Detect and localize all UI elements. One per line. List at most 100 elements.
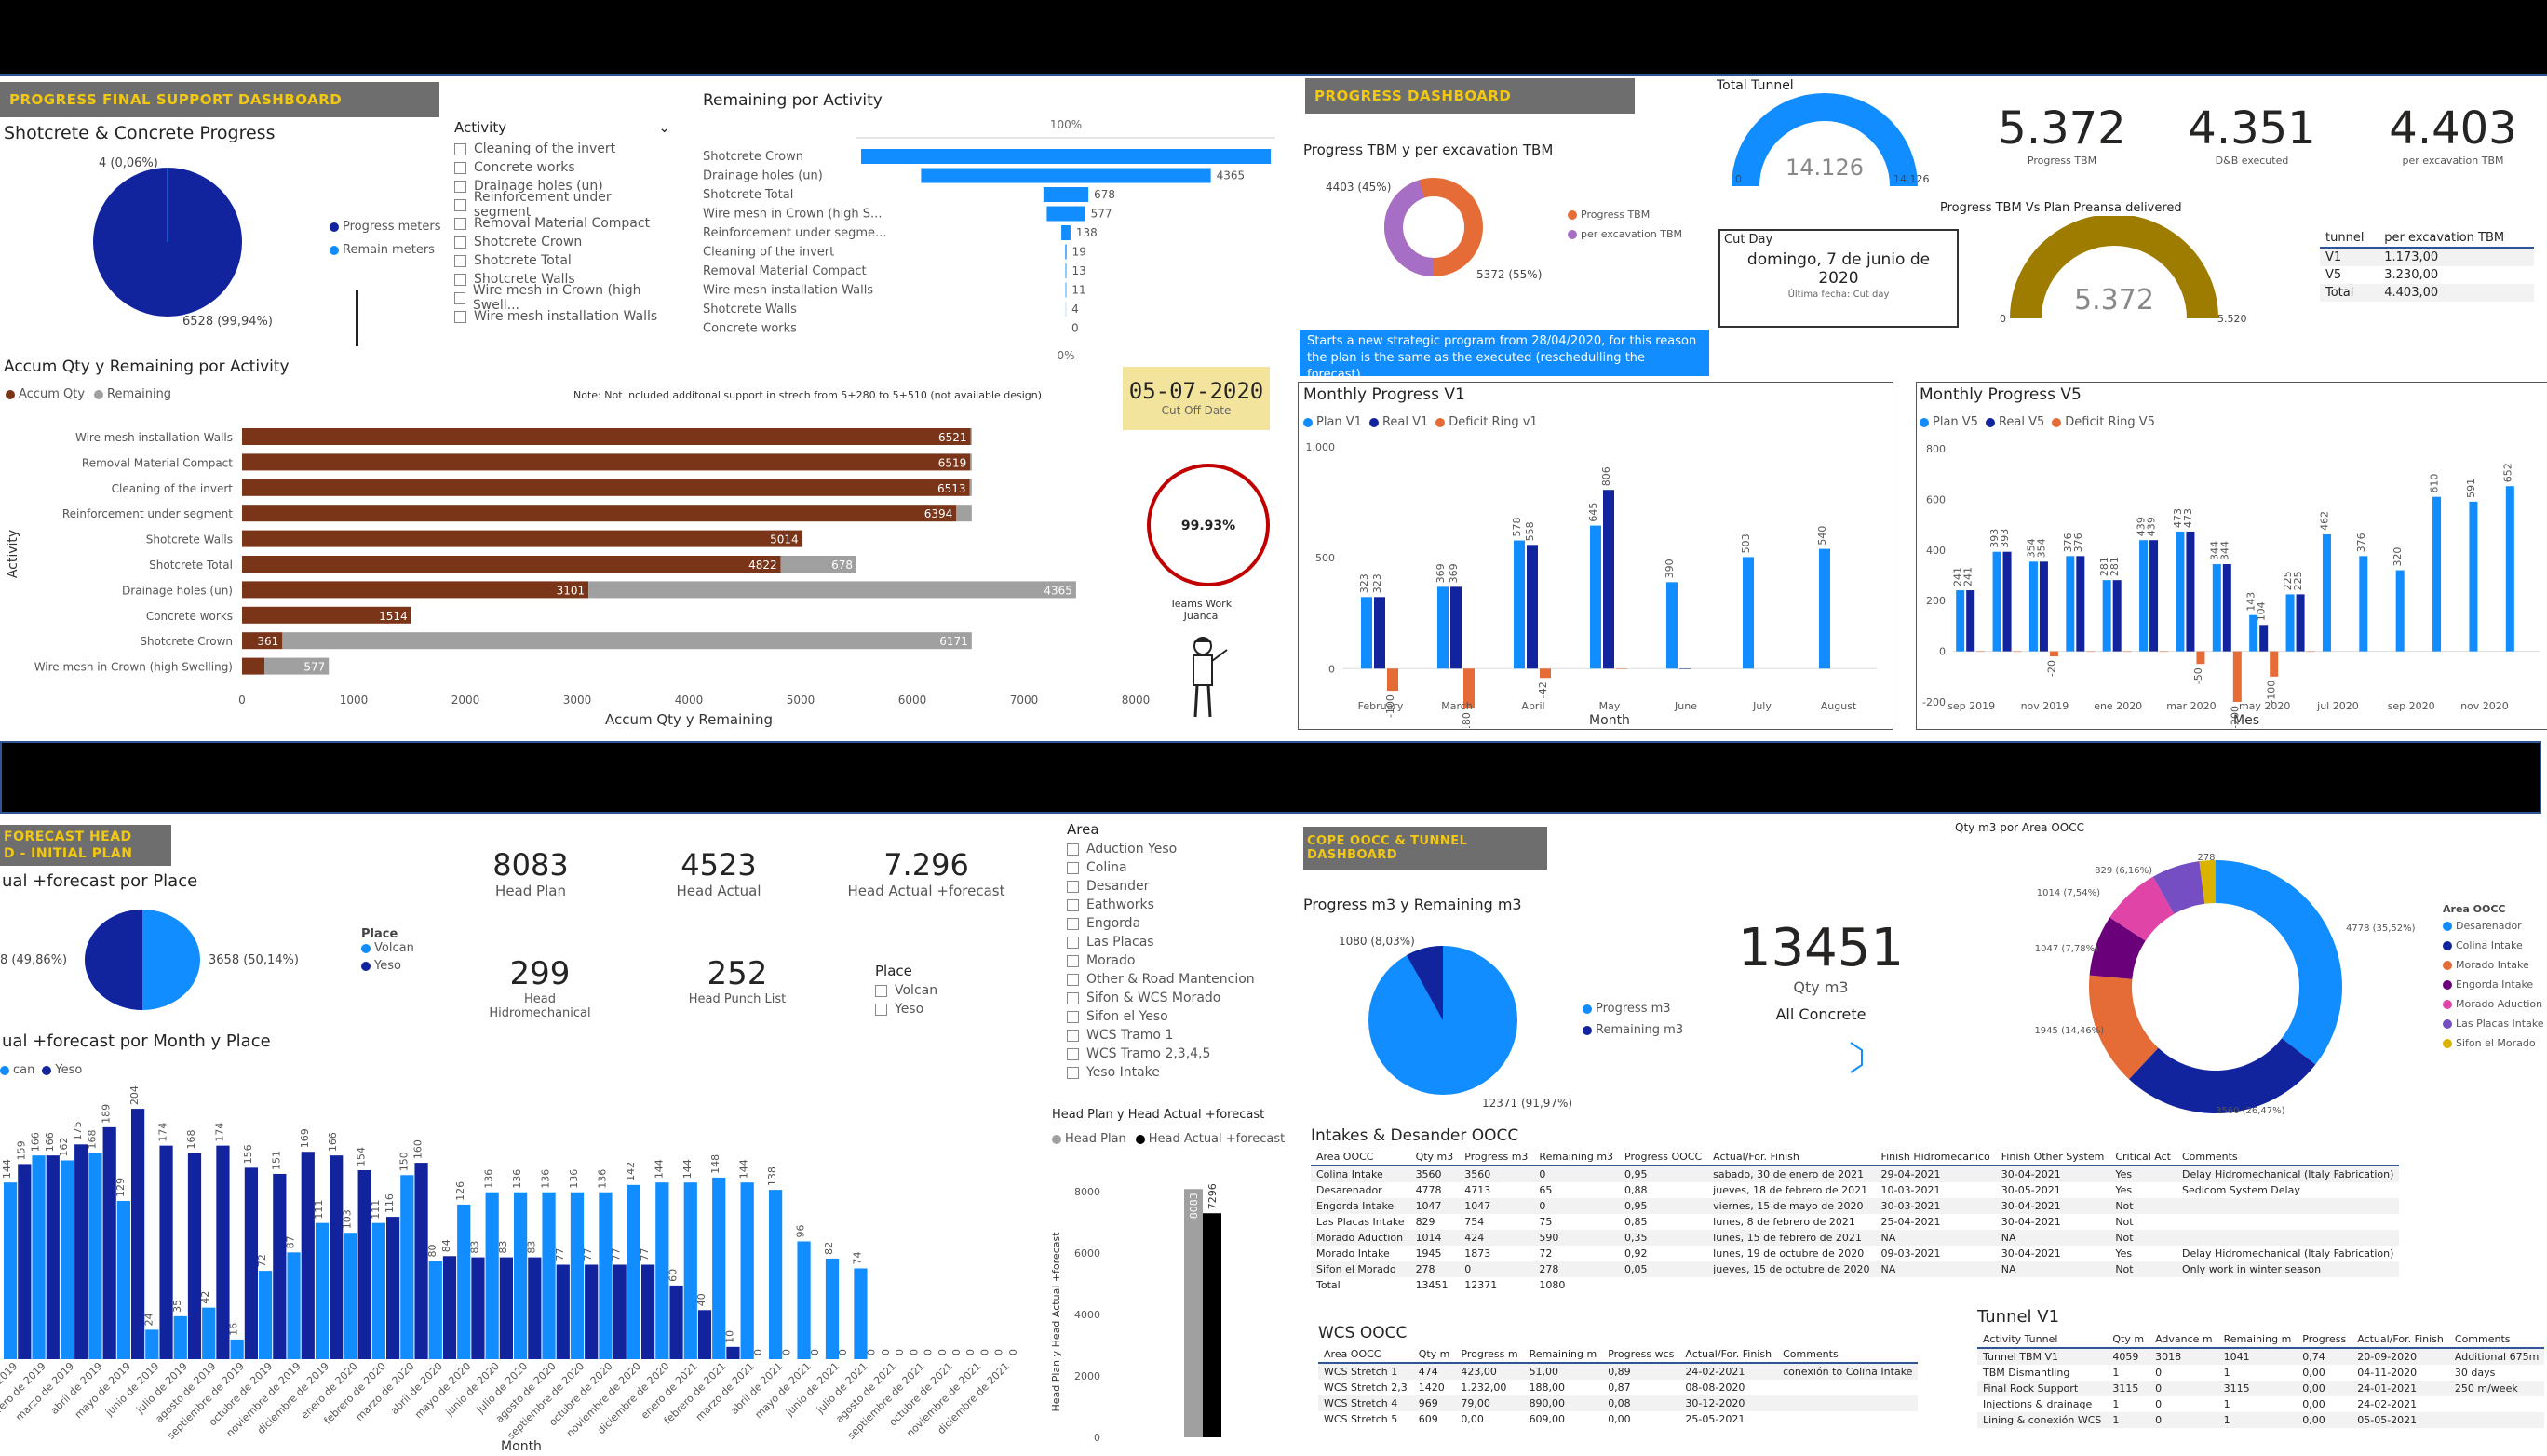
area-option[interactable]: Aduction Yeso (1067, 840, 1309, 858)
bar (655, 1182, 669, 1359)
table-header[interactable]: Finish Other System (1995, 1149, 2110, 1166)
checkbox-icon[interactable] (1067, 898, 1079, 911)
checkbox-icon[interactable] (454, 180, 466, 193)
checkbox-icon[interactable] (1067, 1029, 1079, 1042)
activity-option[interactable]: Shotcrete Crown (454, 233, 670, 251)
activity-option[interactable]: Shotcrete Walls (454, 270, 670, 289)
area-option[interactable]: Las Placas (1067, 933, 1309, 951)
area-option[interactable]: Yeso Intake (1067, 1063, 1309, 1082)
legend-deficit-v5: Deficit Ring V5 (2065, 415, 2155, 429)
activity-option[interactable]: Drainage holes (un) (454, 177, 670, 195)
checkbox-icon[interactable] (1067, 954, 1079, 967)
table-header[interactable]: tunnel (2320, 229, 2379, 249)
table-header[interactable]: Progress OOCC (1619, 1149, 1708, 1166)
area-option[interactable]: WCS Tramo 2,3,4,5 (1067, 1045, 1309, 1063)
chevron-right-icon[interactable] (1847, 1039, 1867, 1076)
checkbox-icon[interactable] (875, 984, 887, 997)
checkbox-icon[interactable] (454, 217, 466, 230)
area-option[interactable]: WCS Tramo 1 (1067, 1026, 1309, 1045)
forecast-tag-line1: FORECAST HEAD (4, 829, 132, 844)
table-header[interactable]: Advance m (2149, 1331, 2218, 1349)
checkbox-icon[interactable] (1067, 1066, 1079, 1079)
checkbox-icon[interactable] (1067, 917, 1079, 930)
bar (173, 1315, 187, 1359)
checkbox-icon[interactable] (1067, 936, 1079, 949)
checkbox-icon[interactable] (1067, 843, 1079, 856)
legend-yeso-month: Yeso (55, 1063, 83, 1077)
table-header[interactable]: Area OOCC (1311, 1149, 1410, 1166)
checkbox-icon[interactable] (1067, 1010, 1079, 1023)
checkbox-icon[interactable] (1067, 880, 1079, 893)
bar-label: 162 (58, 1137, 70, 1156)
category-label: Shotcrete Crown (703, 150, 803, 164)
area-option[interactable]: Other & Road Mantencion (1067, 970, 1309, 989)
table-header[interactable]: Comments (1777, 1346, 1919, 1364)
area-option[interactable]: Engorda (1067, 914, 1309, 933)
table-cell: 0,08 (1602, 1395, 1680, 1411)
table-header[interactable]: Comments (2448, 1331, 2545, 1349)
area-filter[interactable]: Area Aduction Yeso Colina Desander Eathwork… (1067, 821, 1309, 1082)
table-header[interactable]: Remaining m (2217, 1331, 2298, 1349)
place-filter[interactable]: Place Volcan Yeso (875, 963, 937, 1018)
table-header[interactable]: Progress m3 (1459, 1149, 1534, 1166)
table-cell: 0,00 (1461, 1413, 1484, 1425)
table-header[interactable]: Progress m (1455, 1346, 1524, 1364)
table-header[interactable]: Actual/For. Finish (2352, 1331, 2449, 1349)
checkbox-icon[interactable] (875, 1003, 887, 1016)
table-header[interactable]: Area OOCC (1318, 1346, 1413, 1364)
checkbox-icon[interactable] (1067, 991, 1079, 1004)
table-header[interactable]: Actual/For. Finish (1679, 1346, 1778, 1364)
v5-title: Monthly Progress V5 (1920, 385, 2082, 404)
checkbox-icon[interactable] (454, 310, 466, 323)
table-header[interactable]: Qty m (2107, 1331, 2150, 1349)
table-header[interactable]: Comments (2176, 1149, 2400, 1166)
kpi-head-punch: 252 Head Punch List (688, 955, 787, 1006)
activity-option[interactable]: Wire mesh installation Walls (454, 307, 670, 326)
area-option[interactable]: Colina (1067, 858, 1309, 877)
table-header[interactable]: Qty m (1412, 1346, 1456, 1364)
activity-option[interactable]: Concrete works (454, 158, 670, 177)
area-option[interactable]: Eathworks (1067, 896, 1309, 914)
table-header[interactable]: Progress (2297, 1331, 2352, 1349)
table-header[interactable]: per excavation TBM (2379, 229, 2534, 249)
activity-option[interactable]: Removal Material Compact (454, 214, 670, 233)
bar (344, 1233, 357, 1359)
checkbox-icon[interactable] (454, 236, 466, 249)
slice-label: 829 (6,16%) (2095, 866, 2152, 876)
table-cell: WCS Stretch 5 (1324, 1413, 1398, 1425)
checkbox-icon[interactable] (454, 142, 466, 155)
table-header[interactable]: Remaining m3 (1533, 1149, 1620, 1166)
table-header[interactable]: Qty m3 (1409, 1149, 1460, 1166)
checkbox-icon[interactable] (1067, 973, 1079, 986)
table-header[interactable]: Activity Tunnel (1977, 1331, 2108, 1349)
bar-label: 136 (568, 1169, 580, 1189)
area-option[interactable]: Desander (1067, 877, 1309, 896)
activity-option[interactable]: Cleaning of the invert (454, 140, 670, 158)
table-header[interactable]: Finish Hidromecanico (1875, 1149, 1996, 1166)
table-header[interactable]: Remaining m (1523, 1346, 1603, 1364)
table-header[interactable]: Critical Act (2109, 1149, 2176, 1166)
activity-option[interactable]: Wire mesh in Crown (high Swell... (454, 283, 670, 313)
place-option-volcan[interactable]: Volcan (875, 981, 937, 1000)
checkbox-icon[interactable] (454, 254, 466, 267)
chevron-down-icon[interactable]: ⌄ (658, 119, 670, 136)
checkbox-icon[interactable] (454, 161, 466, 174)
bar (2186, 531, 2195, 652)
checkbox-icon[interactable] (454, 198, 466, 211)
checkbox-icon[interactable] (454, 273, 466, 286)
place-option-yeso[interactable]: Yeso (875, 1000, 937, 1018)
table-header[interactable]: Progress wcs (1602, 1346, 1680, 1364)
activity-filter[interactable]: Activity ⌄ Cleaning of the invert Concrete… (454, 119, 670, 326)
activity-option[interactable]: Reinforcement under segment (454, 190, 670, 220)
activity-option[interactable]: Shotcrete Total (454, 251, 670, 270)
legend-head-actual: Head Actual +forecast (1148, 1132, 1286, 1146)
area-option[interactable]: Sifon & WCS Morado (1067, 989, 1309, 1007)
table-cell: 12371 (1464, 1279, 1498, 1291)
table-cell: 609,00 (1529, 1413, 1566, 1425)
checkbox-icon[interactable] (454, 291, 465, 304)
area-option[interactable]: Morado (1067, 951, 1309, 970)
area-option[interactable]: Sifon el Yeso (1067, 1007, 1309, 1026)
checkbox-icon[interactable] (1067, 861, 1079, 874)
table-header[interactable]: Actual/For. Finish (1707, 1149, 1876, 1166)
checkbox-icon[interactable] (1067, 1047, 1079, 1060)
